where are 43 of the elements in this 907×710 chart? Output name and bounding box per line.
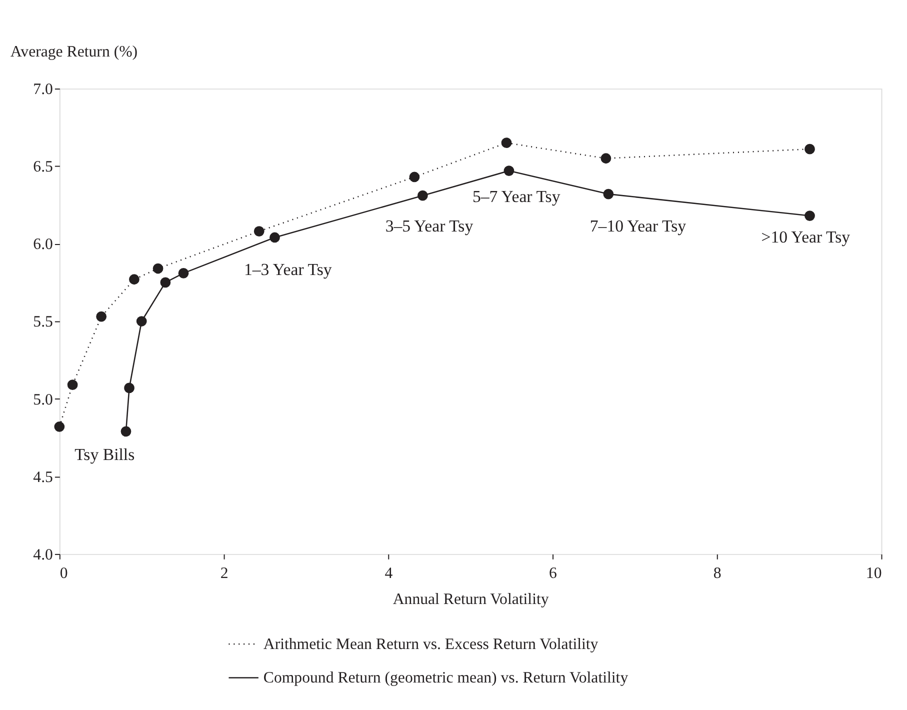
x-tick-label: 10 [866, 565, 882, 582]
point [136, 316, 147, 326]
legend-label: Arithmetic Mean Return vs. Excess Return Volatility [263, 636, 598, 654]
y-tick-label: 7.0 [33, 81, 54, 98]
x-tick-label: 2 [220, 565, 228, 582]
annotation: 3–5 Year Tsy [385, 216, 474, 236]
point [600, 153, 612, 164]
point [254, 226, 264, 236]
x-tick-label: 6 [549, 565, 558, 582]
point [270, 232, 280, 243]
point [804, 210, 815, 221]
y-tick-label: 4.5 [33, 468, 54, 486]
annotation: Tsy Bills [74, 444, 135, 464]
point [501, 138, 512, 148]
y-tick-label: 6.0 [33, 236, 54, 254]
point [152, 263, 164, 274]
x-tick-label: 0 [60, 565, 68, 582]
legend-label: Compound Return (geometric mean) vs. Return Volatility [263, 670, 628, 687]
point [129, 274, 140, 285]
y-axis-title: Average Return (%) [10, 43, 138, 60]
point [54, 422, 65, 432]
x-tick-label: 4 [384, 565, 393, 582]
point [124, 382, 134, 394]
point [160, 277, 171, 288]
x-tick-label: 8 [713, 565, 722, 582]
point [96, 311, 107, 322]
point [417, 190, 428, 201]
annotation: 5–7 Year Tsy [472, 186, 561, 206]
point [409, 172, 420, 182]
point [504, 166, 514, 176]
y-tick-label: 5.0 [33, 391, 54, 408]
point [120, 426, 132, 437]
y-tick-label: 5.5 [33, 314, 54, 331]
x-axis-title: Annual Return Volatility [392, 590, 549, 608]
y-tick-label: 4.0 [33, 546, 54, 564]
point [603, 188, 614, 200]
annotation: 7–10 Year Tsy [590, 216, 687, 236]
annotation: >10 Year Tsy [761, 227, 851, 246]
point [804, 144, 815, 154]
annotation: 1–3 Year Tsy [244, 260, 332, 280]
point [178, 268, 189, 278]
point [67, 380, 78, 390]
y-tick-label: 6.5 [33, 158, 54, 176]
